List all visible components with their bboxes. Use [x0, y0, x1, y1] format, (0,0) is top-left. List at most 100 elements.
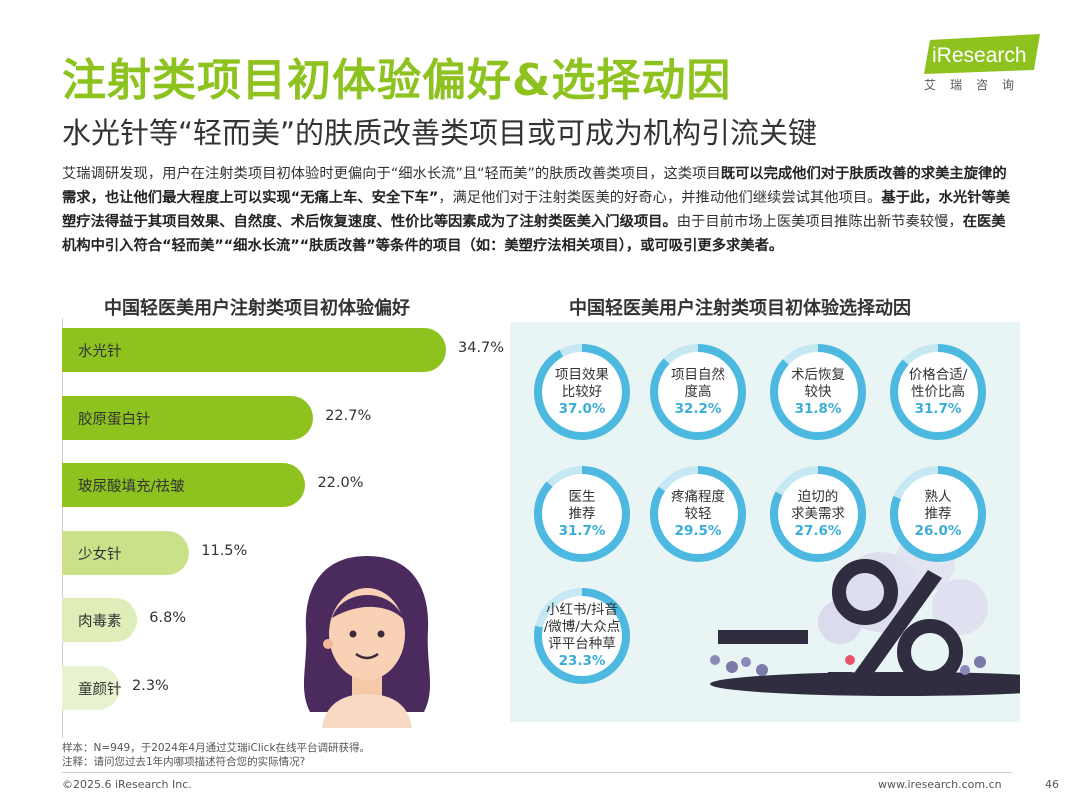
ring-label: 迫切的 求美需求 27.6%: [768, 464, 868, 564]
ring-graphic: [534, 344, 630, 440]
bar: [62, 463, 306, 507]
intro-segment: 在医美机构中引入符合“轻而美”“细水长流”“肤质改善”等条件的项目（如：美塑疗法…: [62, 214, 1006, 254]
bar-chart-axis: [62, 318, 63, 738]
ring-label-line: 性价比高: [911, 383, 965, 400]
ring-graphic: [534, 466, 630, 562]
bar-value-label: 22.7%: [325, 407, 372, 424]
bar-value-label: 34.7%: [458, 340, 505, 356]
woman-avatar-illustration: [303, 556, 431, 728]
motive-ring: 医生 推荐 31.7%: [532, 464, 632, 564]
ring-label-line: 熟人: [924, 488, 952, 505]
ring-label: 项目自然 度高 32.2%: [648, 342, 748, 442]
decor-person: [845, 655, 855, 665]
decor-shrub: [710, 655, 720, 665]
ring-graphic: [650, 344, 746, 440]
footer-divider: [62, 772, 1012, 773]
ring-label-line: 术后恢复: [791, 366, 845, 383]
ring-label-line: 迫切的: [797, 488, 839, 505]
ring-label: 熟人 推荐 26.0%: [888, 464, 988, 564]
decor-illustration: [710, 532, 1020, 696]
ring-value: 29.5%: [674, 522, 722, 539]
sample-footnote: 样本：N=949，于2024年4月通过艾瑞iClick在线平台调研获得。: [62, 742, 371, 754]
decor-minus-bar: [718, 630, 808, 644]
ring-label: 术后恢复 较快 31.8%: [768, 342, 868, 442]
copyright-text: ©2025.6 iResearch Inc.: [62, 778, 192, 791]
ring-arc: [770, 344, 866, 440]
ring-label: 项目效果 比较好 37.0%: [532, 342, 632, 442]
motive-ring: 熟人 推荐 26.0%: [888, 464, 988, 564]
motive-ring: 小红书/抖音/微博/大众点 评平台种草 23.3%: [532, 586, 632, 686]
bar: [62, 328, 446, 372]
ring-label-line: 较轻: [684, 505, 712, 522]
smile: [355, 652, 379, 660]
intro-segment: 艾瑞调研发现，用户在注射类项目初体验时更偏向于“细水长流”且“轻而美”的肤质改善…: [62, 166, 721, 182]
ring-label-line: 求美需求: [791, 505, 845, 522]
decor-percent-slash: [852, 570, 942, 684]
note-footnote: 注释：请问您过去1年内哪项描述符合您的实际情况?: [62, 756, 306, 768]
intro-paragraph: 艾瑞调研发现，用户在注射类项目初体验时更偏向于“细水长流”且“轻而美”的肤质改善…: [62, 162, 1016, 258]
decor-percent-circle: [832, 559, 898, 625]
bar: [62, 395, 314, 440]
face-shape: [329, 588, 405, 680]
ring-label: 医生 推荐 31.7%: [532, 464, 632, 564]
ring-label-line: 项目效果: [555, 366, 609, 383]
ring-value: 32.2%: [674, 400, 722, 417]
ring-label-line: 推荐: [924, 505, 952, 522]
ring-value: 26.0%: [914, 522, 962, 539]
motive-ring: 迫切的 求美需求 27.6%: [768, 464, 868, 564]
ring-value: 37.0%: [558, 400, 606, 417]
ring-value: 27.6%: [794, 522, 842, 539]
decor-shrub: [960, 665, 970, 675]
motive-ring: 术后恢复 较快 31.8%: [768, 342, 868, 442]
decor-shrub: [974, 656, 986, 668]
ring-arc: [650, 466, 746, 562]
ring-arc: [650, 344, 746, 440]
intro-segment: 基于此，水光针等美塑疗法得益于其项目效果、自然度、术后恢复速度、性价比等因素成为…: [62, 190, 1011, 230]
bar: [62, 598, 138, 642]
ring-label: 价格合适/性价比高 31.7%: [888, 342, 988, 442]
ring-graphic: [770, 466, 866, 562]
bar-category-label: 少女针: [78, 546, 122, 563]
ring-graphic: [650, 466, 746, 562]
bar: [62, 530, 190, 575]
ring-arc: [890, 344, 986, 440]
motive-ring: 项目效果 比较好 37.0%: [532, 342, 632, 442]
bar-value-label: 22.0%: [317, 475, 364, 491]
ring-value: 31.8%: [794, 400, 842, 417]
intro-segment: 既可以完成他们对于肤质改善的求美主旋律的需求，也让他们最大程度上可以实现“无痛上…: [62, 166, 1007, 206]
ring-arc: [770, 466, 866, 562]
bar-chart: 水光针 34.7% 胶原蛋白针 22.7% 玻尿酸填充/祛皱 22.0% 少女针 11.5% 肉…: [62, 318, 512, 738]
ring-value: 23.3%: [558, 653, 606, 669]
bar-category-label: 水光针: [78, 344, 122, 360]
ring-label-line: 推荐: [568, 505, 596, 522]
website-text: www.iresearch.com.cn: [878, 778, 1002, 791]
bar-category-label: 胶原蛋白针: [78, 411, 151, 428]
ring-graphic: [770, 344, 866, 440]
ring-arc: [890, 466, 986, 562]
decor-shrub: [756, 664, 768, 676]
ring-label-line: 比较好: [561, 383, 603, 400]
ring-label-line: 项目自然: [671, 366, 725, 383]
page-title: 注射类项目初体验偏好&选择动因: [62, 55, 732, 106]
bar-category-label: 肉毒素: [78, 614, 122, 630]
decor-tree-blob: [932, 579, 988, 635]
ring-arc: [534, 344, 630, 440]
bar-category-label: 玻尿酸填充/祛皱: [78, 479, 185, 495]
intro-segment: 由于目前市场上医美项目推陈出新节奏较慢，: [676, 214, 963, 230]
ring-label-line: /微博/大众点: [543, 619, 621, 635]
logo-mark: iResearch: [924, 34, 1040, 74]
ring-label-line: 较快: [804, 383, 832, 400]
motive-ring: 价格合适/性价比高 31.7%: [888, 342, 988, 442]
ring-chart-title: 中国轻医美用户注射类项目初体验选择动因: [569, 298, 911, 319]
intro-segment: ，满足他们对于注射类医美的好奇心，并推动他们继续尝试其他项目。: [438, 190, 882, 206]
bar-value-label: 6.8%: [149, 610, 187, 626]
ring-label-line: 小红书/抖音: [545, 602, 619, 618]
page-subtitle: 水光针等“轻而美”的肤质改善类项目或可成为机构引流关键: [62, 116, 818, 150]
ring-label-line: 医生: [568, 488, 596, 505]
logo-wordmark: iResearch: [932, 44, 1027, 67]
ring-arc: [534, 588, 630, 684]
bar-value-label: 2.3%: [132, 677, 169, 694]
left-eye: [349, 630, 357, 638]
ring-label-line: 评平台种草: [548, 636, 616, 652]
ring-label-line: 疼痛程度: [671, 488, 725, 505]
